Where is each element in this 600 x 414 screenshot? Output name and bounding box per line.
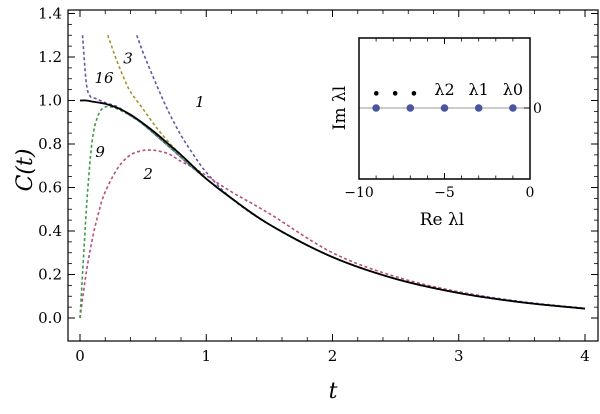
- x-tick-label: 1: [201, 347, 211, 365]
- eigenvalue-label: λ1: [469, 80, 489, 99]
- main-x-axis-label: t: [329, 379, 338, 404]
- y-tick-label: 0.0: [38, 309, 62, 327]
- eigenvalue-point: [440, 104, 449, 112]
- inset-x-tick-label: −10: [344, 185, 374, 201]
- eigenvalue-point: [372, 104, 380, 112]
- y-tick-label: 0.2: [38, 266, 62, 284]
- x-tick-label: 2: [328, 347, 338, 365]
- inset-x-tick-label: 0: [526, 185, 535, 201]
- inset-y-axis-label: Im λl: [330, 86, 350, 130]
- curve-label-3: 3: [123, 50, 133, 68]
- eigenvalue-point: [509, 104, 517, 112]
- y-tick-label: 0.4: [38, 222, 62, 240]
- y-tick-label: 0.6: [38, 179, 62, 197]
- main-curves: [79, 34, 586, 319]
- series-line-2: [79, 149, 586, 319]
- inset-x-axis-label: Re λl: [420, 210, 464, 230]
- inset-frame: [358, 37, 531, 180]
- y-tick-label: 0.8: [38, 135, 62, 153]
- curve-label-16: 16: [94, 69, 114, 87]
- y-tick-label: 1.2: [38, 48, 62, 66]
- main-ticks: 0 1 2 3 4 0.0 0.2 0.4 0.6 0.8 1.0 1.2 1.4: [38, 5, 598, 365]
- eigenvalue-label: λ2: [434, 80, 454, 99]
- y-tick-label: 1.0: [38, 92, 62, 110]
- series-line-exact: [79, 99, 586, 310]
- eigenvalue-point: [406, 104, 415, 112]
- eigenvalue-point: [474, 104, 483, 112]
- main-y-axis-label: C(t): [13, 149, 38, 192]
- inset-x-tick-label: −5: [434, 185, 455, 201]
- x-tick-label: 3: [454, 347, 464, 365]
- eigenvalue-label: λ0: [503, 80, 523, 99]
- y-tick-label: 1.4: [38, 5, 62, 23]
- eigenvalue-ellipsis: • • •: [372, 87, 421, 102]
- curve-label-2: 2: [142, 165, 153, 183]
- x-tick-label: 4: [580, 347, 590, 365]
- x-tick-label: 0: [75, 347, 85, 365]
- curve-label-9: 9: [95, 143, 105, 161]
- main-curve-labels: 1 2 3 9 16: [94, 50, 204, 183]
- curve-label-1: 1: [195, 93, 205, 111]
- inset-y-tick-label: 0: [533, 101, 542, 117]
